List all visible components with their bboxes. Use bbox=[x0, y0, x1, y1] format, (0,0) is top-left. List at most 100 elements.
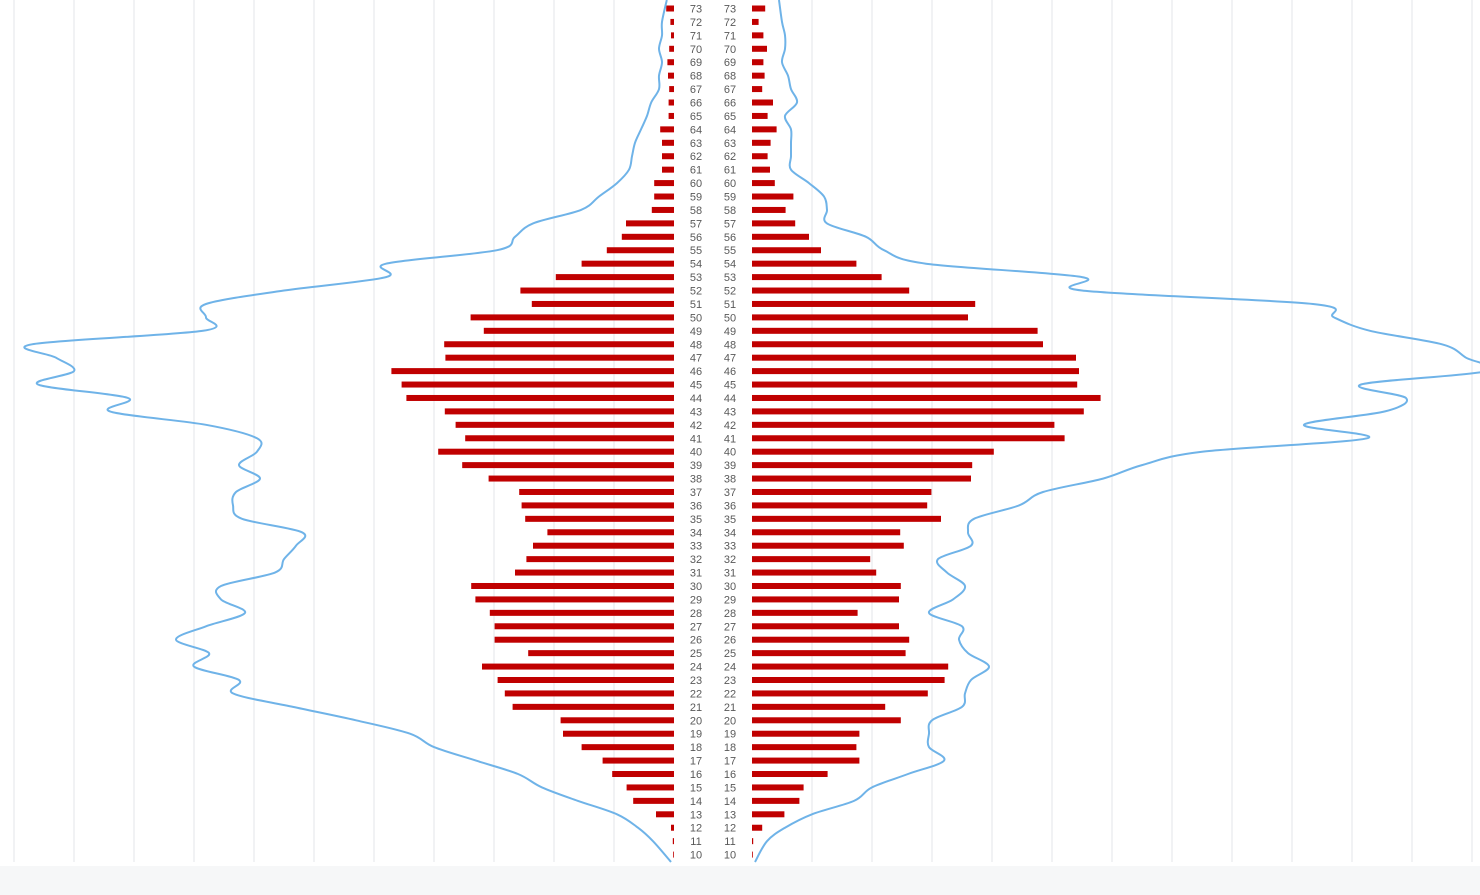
age-label-left: 35 bbox=[690, 514, 702, 526]
age-label-right: 66 bbox=[724, 98, 736, 110]
left-bar-36 bbox=[521, 502, 674, 509]
age-label-left: 52 bbox=[690, 286, 702, 298]
age-label-left: 42 bbox=[690, 420, 702, 432]
age-label-left: 58 bbox=[690, 205, 702, 217]
left-bar-17 bbox=[602, 757, 674, 764]
age-label-right: 20 bbox=[724, 715, 736, 727]
right-bar-47 bbox=[752, 354, 1076, 361]
age-label-right: 17 bbox=[724, 756, 736, 768]
age-label-left: 73 bbox=[690, 4, 702, 16]
age-label-right: 52 bbox=[724, 286, 736, 298]
age-label-left: 28 bbox=[690, 608, 702, 620]
left-bar-43 bbox=[444, 408, 674, 415]
age-label-left: 47 bbox=[690, 353, 702, 365]
age-label-left: 33 bbox=[690, 541, 702, 553]
right-bar-58 bbox=[752, 206, 786, 213]
left-bar-14 bbox=[633, 797, 674, 804]
right-bar-49 bbox=[752, 327, 1038, 334]
age-label-left: 65 bbox=[690, 111, 702, 123]
age-label-right: 73 bbox=[724, 4, 736, 16]
age-label-left: 17 bbox=[690, 756, 702, 768]
age-label-left: 66 bbox=[690, 98, 702, 110]
age-label-left: 38 bbox=[690, 474, 702, 486]
right-bar-60 bbox=[752, 180, 775, 187]
left-bar-59 bbox=[654, 193, 674, 200]
age-label-left: 15 bbox=[690, 782, 702, 794]
age-label-right: 60 bbox=[724, 178, 736, 190]
age-label-left: 60 bbox=[690, 178, 702, 190]
left-bar-34 bbox=[547, 529, 674, 536]
age-label-right: 48 bbox=[724, 339, 736, 351]
age-label-left: 23 bbox=[690, 675, 702, 687]
right-bar-46 bbox=[752, 368, 1079, 375]
age-label-right: 12 bbox=[724, 823, 736, 835]
right-bar-35 bbox=[752, 515, 941, 522]
left-bar-72 bbox=[670, 18, 674, 25]
right-bar-15 bbox=[752, 784, 804, 791]
right-bar-69 bbox=[752, 59, 764, 66]
right-bar-11 bbox=[752, 838, 754, 845]
left-bar-52 bbox=[520, 287, 674, 294]
age-label-right: 37 bbox=[724, 487, 736, 499]
age-label-left: 44 bbox=[690, 393, 702, 405]
age-label-left: 26 bbox=[690, 635, 702, 647]
age-label-left: 56 bbox=[690, 232, 702, 244]
right-bar-42 bbox=[752, 421, 1055, 428]
age-label-right: 57 bbox=[724, 218, 736, 230]
right-bar-50 bbox=[752, 314, 968, 321]
age-label-right: 35 bbox=[724, 514, 736, 526]
age-label-left: 37 bbox=[690, 487, 702, 499]
left-bar-63 bbox=[662, 139, 674, 146]
age-label-left: 68 bbox=[690, 71, 702, 83]
age-label-right: 36 bbox=[724, 500, 736, 512]
left-bar-29 bbox=[475, 596, 674, 603]
age-label-right: 58 bbox=[724, 205, 736, 217]
age-label-right: 27 bbox=[724, 621, 736, 633]
age-label-left: 53 bbox=[690, 272, 702, 284]
right-bar-20 bbox=[752, 717, 901, 724]
left-bar-67 bbox=[669, 86, 674, 93]
age-label-left: 39 bbox=[690, 460, 702, 472]
age-label-left: 45 bbox=[690, 380, 702, 392]
right-bar-61 bbox=[752, 166, 770, 173]
right-bar-18 bbox=[752, 744, 857, 751]
left-bar-22 bbox=[504, 690, 674, 697]
right-bar-44 bbox=[752, 394, 1101, 401]
left-bar-37 bbox=[519, 488, 674, 495]
age-label-left: 40 bbox=[690, 447, 702, 459]
right-bar-16 bbox=[752, 771, 828, 778]
right-bar-30 bbox=[752, 582, 901, 589]
age-label-right: 16 bbox=[724, 769, 736, 781]
right-bar-65 bbox=[752, 112, 768, 119]
right-bar-71 bbox=[752, 32, 764, 39]
age-label-right: 28 bbox=[724, 608, 736, 620]
left-bar-66 bbox=[668, 99, 674, 106]
right-bar-40 bbox=[752, 448, 994, 455]
age-label-right: 51 bbox=[724, 299, 736, 311]
age-label-right: 29 bbox=[724, 594, 736, 606]
age-label-right: 49 bbox=[724, 326, 736, 338]
age-label-right: 72 bbox=[724, 17, 736, 29]
left-bar-18 bbox=[581, 744, 674, 751]
age-label-right: 43 bbox=[724, 406, 736, 418]
left-bar-49 bbox=[483, 327, 674, 334]
left-bar-69 bbox=[667, 59, 674, 66]
right-bar-31 bbox=[752, 569, 877, 576]
left-bar-46 bbox=[391, 368, 674, 375]
left-bar-24 bbox=[482, 663, 674, 670]
age-label-left: 63 bbox=[690, 138, 702, 150]
age-label-left: 59 bbox=[690, 192, 702, 204]
left-bar-40 bbox=[438, 448, 674, 455]
age-label-left: 70 bbox=[690, 44, 702, 56]
left-bar-65 bbox=[668, 112, 674, 119]
age-label-right: 67 bbox=[724, 84, 736, 96]
left-bar-31 bbox=[515, 569, 674, 576]
left-bar-50 bbox=[470, 314, 674, 321]
right-bar-32 bbox=[752, 556, 871, 563]
right-bar-59 bbox=[752, 193, 794, 200]
right-bar-39 bbox=[752, 462, 973, 469]
left-bar-23 bbox=[497, 677, 674, 683]
age-label-right: 41 bbox=[724, 433, 736, 445]
